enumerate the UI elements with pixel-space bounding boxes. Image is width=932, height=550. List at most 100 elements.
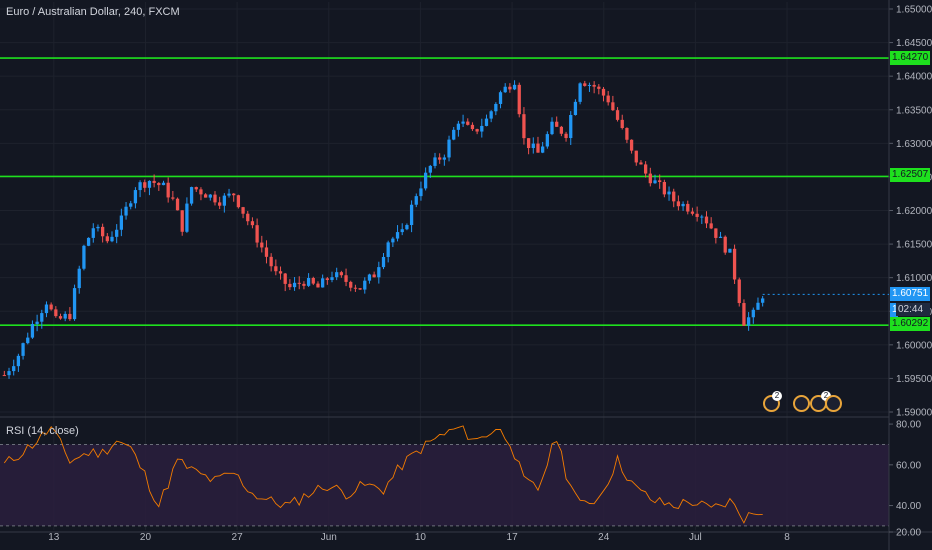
- candle-down: [662, 181, 666, 195]
- price-tag-resistance-2: 1.62507: [890, 168, 930, 182]
- event-icon-2[interactable]: [793, 395, 810, 412]
- candle-down: [288, 283, 292, 288]
- candle-up: [498, 92, 503, 104]
- rsi-tick-label: 80.00: [896, 420, 921, 431]
- candle-up: [12, 366, 16, 372]
- candle-up: [395, 232, 400, 239]
- candle-down: [714, 228, 718, 238]
- candle-up: [512, 84, 517, 90]
- candle-up: [138, 182, 142, 191]
- candle-up: [16, 355, 21, 367]
- event-count-badge-2: 2: [821, 391, 831, 401]
- rsi-tick-label: 40.00: [896, 501, 921, 512]
- candle-up: [381, 256, 386, 268]
- candle-up: [110, 236, 114, 242]
- candle-up: [541, 146, 545, 153]
- candle-down: [475, 129, 479, 132]
- candle-down: [723, 236, 727, 253]
- candle-up: [419, 188, 423, 197]
- candle-down: [517, 84, 521, 115]
- candle-down: [438, 157, 442, 160]
- candle-up: [91, 228, 95, 238]
- candle-up: [86, 237, 91, 246]
- rsi-pane: [3, 425, 763, 524]
- candle-up: [363, 280, 367, 290]
- rsi-tick-label: 60.00: [896, 460, 921, 471]
- price-tag-resistance-1: 1.64270: [890, 51, 930, 65]
- candle-down: [625, 128, 629, 140]
- candle-up: [681, 203, 685, 207]
- candle-down: [213, 194, 217, 203]
- candle-up: [35, 321, 39, 325]
- candle-up: [367, 274, 372, 281]
- candle-down: [218, 202, 222, 206]
- candle-down: [709, 223, 713, 229]
- candle-down: [49, 304, 53, 310]
- candle-down: [676, 201, 681, 207]
- candle-down: [278, 271, 283, 274]
- price-tag-support: 1.60292: [890, 317, 930, 331]
- candle-down: [199, 189, 203, 195]
- candle-up: [124, 206, 128, 216]
- y-tick-label: 1.65000: [896, 5, 932, 16]
- candle-up: [728, 248, 732, 253]
- candle-up: [447, 139, 451, 158]
- candle-up: [222, 195, 226, 206]
- candle-down: [325, 278, 329, 280]
- candle-down: [536, 143, 540, 153]
- candle-down: [559, 126, 564, 134]
- candle-down: [264, 247, 269, 257]
- y-tick-label: 1.63000: [896, 139, 932, 150]
- y-tick-label: 1.60000: [896, 340, 932, 351]
- candle-up: [96, 226, 100, 229]
- symbol-title[interactable]: Euro / Australian Dollar, 240, FXCM: [6, 6, 180, 18]
- candle-down: [620, 119, 624, 129]
- x-tick-label: Jul: [689, 532, 702, 543]
- y-tick-label: 1.62000: [896, 206, 932, 217]
- candle-down: [526, 138, 531, 149]
- candle-down: [260, 242, 264, 248]
- rsi-indicator-label[interactable]: RSI (14, close): [6, 425, 79, 437]
- event-icon-4[interactable]: [825, 395, 842, 412]
- candle-down: [606, 95, 610, 103]
- candle-up: [391, 238, 395, 243]
- candle-down: [597, 86, 601, 89]
- x-tick-label: 10: [415, 532, 427, 543]
- x-tick-label: 13: [48, 532, 60, 543]
- rsi-line: [3, 425, 763, 524]
- candle-up: [330, 277, 334, 280]
- candle-down: [522, 114, 526, 139]
- candle-down: [157, 182, 161, 186]
- candle-down: [68, 313, 72, 320]
- candle-up: [442, 157, 446, 160]
- candle-up: [161, 182, 166, 186]
- candle-down: [643, 164, 648, 174]
- candle-up: [480, 125, 484, 132]
- candle-down: [639, 162, 643, 165]
- candle-up: [386, 242, 390, 257]
- candle-down: [152, 180, 156, 183]
- x-tick-label: Jun: [321, 532, 337, 543]
- candle-up: [30, 324, 35, 338]
- candle-down: [339, 272, 344, 276]
- candle-down: [316, 283, 320, 288]
- candle-down: [269, 256, 273, 267]
- candle-up: [461, 121, 465, 124]
- y-tick-label: 1.64000: [896, 72, 932, 83]
- y-tick-label: 1.59000: [896, 408, 932, 419]
- candle-up: [321, 278, 325, 288]
- horizontal-levels[interactable]: [0, 57, 889, 327]
- candle-down: [615, 110, 620, 120]
- x-tick-label: 27: [232, 532, 244, 543]
- candle-down: [470, 124, 475, 130]
- candle-down: [311, 277, 315, 284]
- candle-down: [250, 221, 255, 226]
- candle-up: [119, 215, 124, 230]
- x-tick-label: 17: [507, 532, 519, 543]
- candle-down: [166, 182, 170, 198]
- candle-up: [587, 84, 592, 86]
- candle-down: [686, 203, 690, 212]
- candle-down: [180, 210, 184, 232]
- candle-down: [58, 316, 63, 319]
